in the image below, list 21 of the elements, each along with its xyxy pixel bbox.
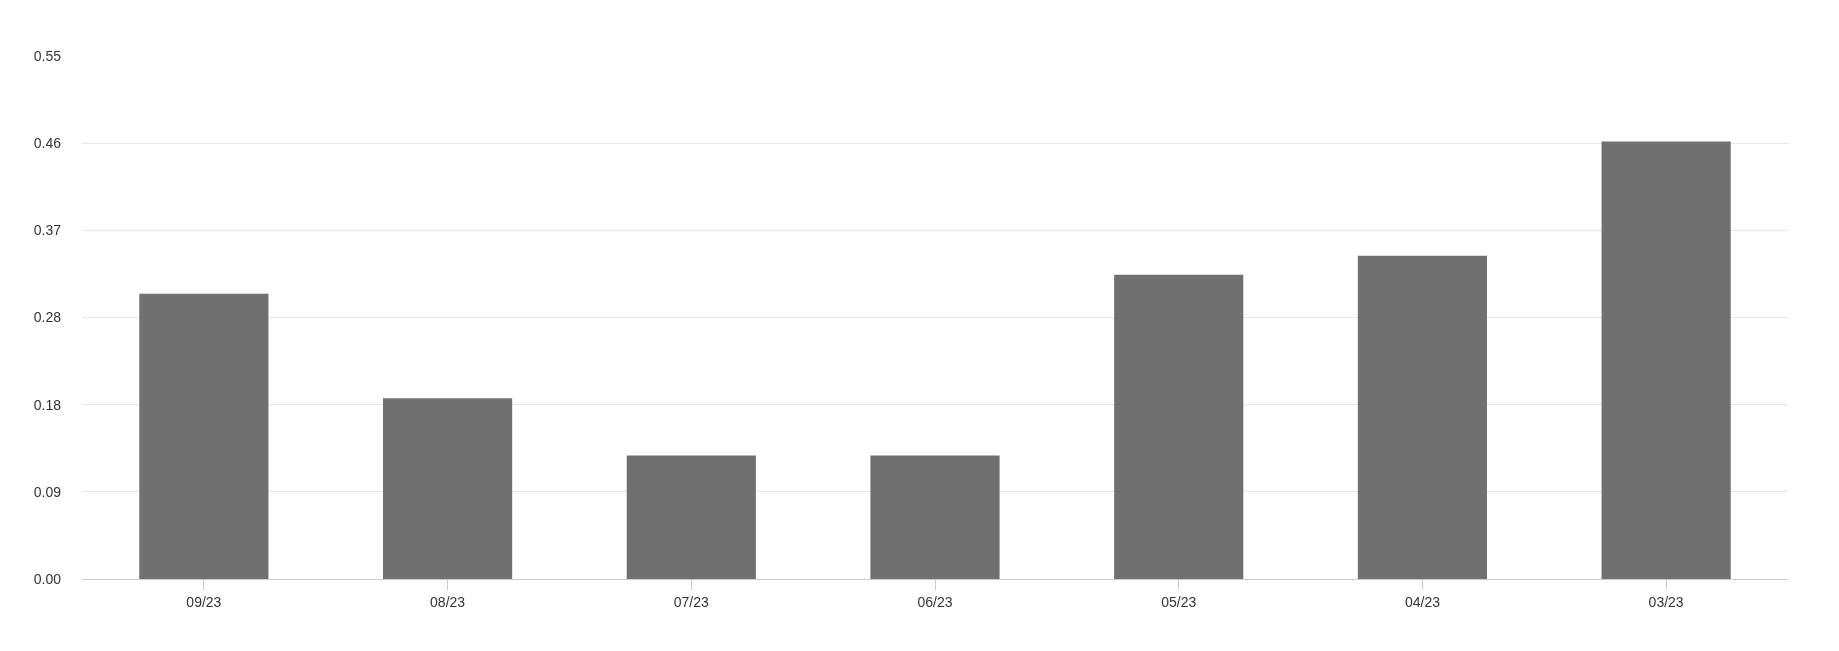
y-tick-label: 0.18 [33, 396, 62, 413]
y-tick-label: 0.28 [33, 309, 62, 326]
x-tick-label: 09/23 [186, 593, 222, 610]
y-tick-label: 0.37 [33, 222, 62, 239]
x-tick-label: 05/23 [1161, 593, 1197, 610]
x-tick-label: 06/23 [917, 593, 953, 610]
x-tick-label: 03/23 [1648, 593, 1684, 610]
x-tick-label: 08/23 [430, 593, 466, 610]
y-tick-label: 0.00 [33, 570, 62, 587]
bar [1357, 255, 1488, 579]
x-tick-label: 07/23 [673, 593, 710, 610]
bar [870, 455, 1000, 579]
y-tick-label: 0.09 [33, 483, 62, 500]
bar [1601, 141, 1731, 579]
y-tick-label: 0.55 [33, 47, 62, 64]
y-tick-label: 0.46 [33, 135, 62, 152]
bar [626, 455, 756, 579]
bar [382, 398, 513, 579]
bar [139, 293, 269, 579]
bar [1114, 274, 1244, 579]
x-tick-label: 04/23 [1404, 593, 1441, 610]
